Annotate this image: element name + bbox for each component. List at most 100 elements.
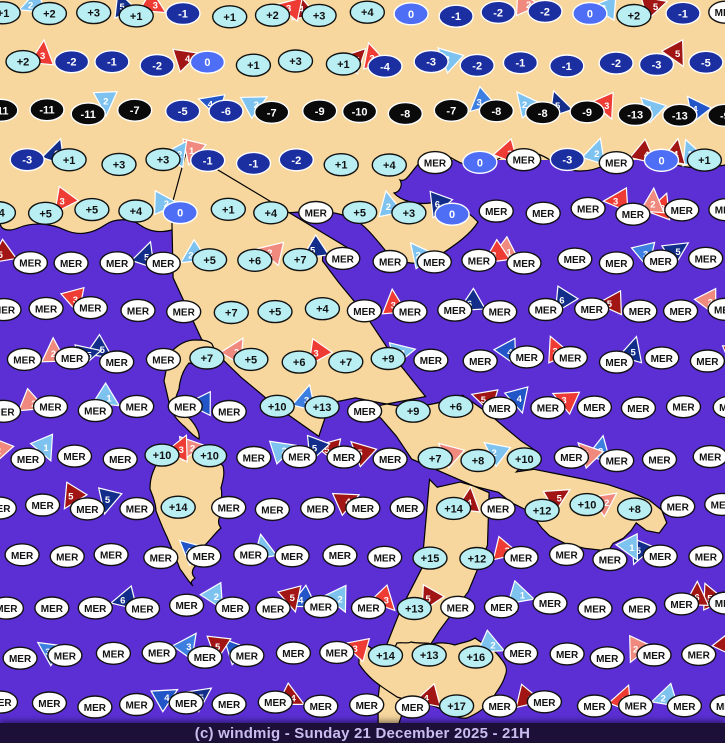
svg-text:MER: MER [193,552,216,563]
svg-text:MER: MER [556,650,579,661]
svg-text:2: 2 [337,594,342,605]
svg-text:MER: MER [625,702,648,713]
svg-text:MER: MER [670,600,693,611]
svg-text:+6: +6 [293,357,306,369]
svg-text:+6: +6 [249,255,262,267]
svg-text:MER: MER [9,654,32,665]
svg-text:MER: MER [696,357,719,368]
svg-text:MER: MER [0,407,15,418]
svg-text:+7: +7 [201,353,214,365]
svg-text:MER: MER [555,550,578,561]
svg-text:5: 5 [68,492,74,503]
svg-text:0: 0 [204,57,210,69]
svg-text:MER: MER [353,407,376,418]
svg-text:MER: MER [54,651,77,662]
svg-text:MER: MER [629,307,652,318]
svg-text:+12: +12 [468,554,487,566]
svg-text:+1: +1 [63,155,76,167]
svg-text:MER: MER [695,254,718,265]
svg-text:MER: MER [379,258,402,269]
svg-text:+17: +17 [447,701,466,713]
svg-text:+4: +4 [130,206,143,218]
svg-text:MER: MER [468,256,491,267]
svg-text:+4: +4 [383,160,396,172]
svg-text:MER: MER [174,402,197,413]
svg-text:+3: +3 [87,8,100,20]
svg-text:3: 3 [613,196,618,207]
svg-text:-5: -5 [178,106,188,118]
svg-text:MER: MER [127,306,150,317]
svg-text:MER: MER [537,404,560,415]
svg-text:MER: MER [333,453,356,464]
svg-text:-9: -9 [720,110,725,122]
svg-text:MER: MER [61,354,84,365]
svg-text:MER: MER [19,259,42,270]
svg-text:1: 1 [520,591,526,602]
svg-text:0: 0 [408,9,414,21]
svg-text:MER: MER [509,649,532,660]
svg-text:MER: MER [715,599,725,610]
svg-text:MER: MER [535,306,558,317]
svg-text:+9: +9 [382,354,395,366]
svg-text:-1: -1 [178,9,188,21]
svg-text:-2: -2 [472,60,482,72]
svg-text:MER: MER [667,502,690,513]
svg-text:MER: MER [596,654,619,665]
svg-text:+1: +1 [222,204,235,216]
svg-text:+15: +15 [421,553,440,565]
svg-text:MER: MER [148,649,171,660]
svg-text:MER: MER [423,258,446,269]
svg-text:3: 3 [40,51,45,62]
svg-text:MER: MER [288,453,311,464]
svg-text:+10: +10 [515,454,534,466]
svg-text:MER: MER [532,209,555,220]
svg-text:+14: +14 [169,502,189,514]
svg-text:5: 5 [675,49,681,60]
svg-text:-8: -8 [538,108,548,120]
svg-text:-3: -3 [426,57,436,69]
svg-text:MER: MER [628,604,651,615]
svg-text:MER: MER [533,698,556,709]
svg-text:+4: +4 [361,7,374,19]
svg-text:MER: MER [281,552,304,563]
svg-text:MER: MER [606,457,629,468]
svg-text:4: 4 [517,394,523,405]
svg-text:1: 1 [629,543,635,554]
svg-text:1: 1 [43,443,49,454]
svg-text:+7: +7 [340,357,353,369]
svg-text:MER: MER [716,702,725,713]
svg-text:+4: +4 [316,304,329,316]
svg-text:-11: -11 [39,105,54,117]
svg-text:MER: MER [513,259,536,270]
svg-text:4: 4 [298,596,304,607]
svg-text:MER: MER [13,355,36,366]
svg-text:-2: -2 [152,61,162,73]
svg-text:MER: MER [584,604,607,615]
svg-text:MER: MER [11,551,34,562]
svg-text:MER: MER [357,604,380,615]
svg-text:MER: MER [583,403,606,414]
svg-text:-3: -3 [652,60,662,72]
svg-text:-3: -3 [562,154,572,166]
svg-text:+5: +5 [245,354,258,366]
svg-text:MER: MER [564,255,587,266]
svg-text:MER: MER [649,257,672,268]
svg-text:-10: -10 [352,107,368,119]
svg-text:MER: MER [84,703,107,714]
svg-text:MER: MER [221,604,244,615]
svg-text:+3: +3 [403,208,416,220]
svg-text:MER: MER [218,700,241,711]
svg-text:MER: MER [447,603,470,614]
svg-text:-11: -11 [81,109,96,121]
svg-text:MER: MER [485,207,508,218]
svg-text:+10: +10 [200,451,219,463]
svg-text:-11: -11 [0,105,8,117]
svg-text:MER: MER [173,308,196,319]
svg-text:+3: +3 [113,159,126,171]
svg-text:+3: +3 [157,155,170,167]
svg-text:MER: MER [651,354,674,365]
svg-text:MER: MER [84,604,107,615]
svg-text:MER: MER [175,601,198,612]
svg-text:-9: -9 [582,107,592,119]
svg-text:2: 2 [0,446,1,457]
